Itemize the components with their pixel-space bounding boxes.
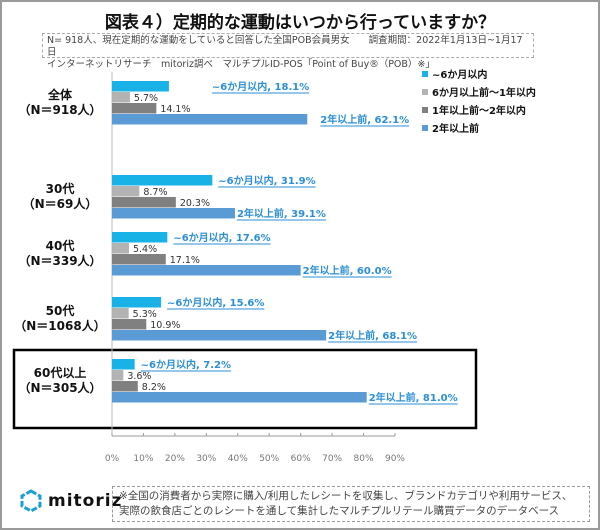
- data-label: ~6か月以内, 31.9%: [218, 174, 315, 187]
- data-label: 2年以上前, 39.1%: [237, 207, 326, 220]
- category-label: 60代以上: [34, 365, 87, 380]
- legend-label: 2年以上前: [432, 122, 479, 135]
- data-label: 17.1%: [170, 255, 200, 266]
- data-label: 5.4%: [133, 244, 157, 255]
- category-label: 50代: [46, 303, 75, 318]
- x-tick-label: 90%: [385, 454, 405, 464]
- category-label: 全体: [47, 87, 73, 102]
- x-tick-label: 0%: [105, 454, 120, 464]
- data-label: 5.7%: [134, 93, 158, 104]
- chart-title: 図表４）定期的な運動はいつから行っていますか？: [104, 13, 496, 33]
- data-label: 10.9%: [150, 320, 180, 331]
- bar-2: [112, 197, 176, 208]
- bar-3: [112, 114, 308, 125]
- data-label: 2年以上前, 60.0%: [303, 264, 392, 277]
- x-tick-label: 60%: [291, 454, 311, 464]
- data-label: 14.1%: [160, 104, 190, 115]
- category-label: 30代: [46, 181, 75, 196]
- logo-text: mitoriz: [48, 491, 123, 511]
- bar-1: [112, 243, 129, 254]
- category-label: 40代: [46, 238, 75, 253]
- survey-note-line2: インターネットリサーチ mitoriz調べ マルチプルID-POS「Point …: [47, 59, 435, 70]
- highlight-box: [12, 348, 478, 430]
- data-label: 2年以上前, 81.0%: [369, 391, 458, 404]
- bar-0: [112, 359, 135, 370]
- data-label: ~6か月以内, 18.1%: [212, 80, 309, 93]
- x-tick-label: 20%: [165, 454, 185, 464]
- data-label: ~6か月以内, 17.6%: [173, 231, 270, 244]
- x-tick-label: 30%: [196, 454, 216, 464]
- x-tick-label: 40%: [228, 454, 248, 464]
- data-label: 8.2%: [142, 382, 166, 393]
- category-label: （N＝1068人）: [14, 318, 105, 333]
- data-label: 20.3%: [180, 198, 210, 209]
- category-label: （N＝305人）: [18, 380, 101, 395]
- bar-1: [112, 308, 129, 319]
- x-tick-label: 50%: [259, 454, 279, 464]
- data-label: ~6か月以内, 7.2%: [141, 358, 231, 371]
- survey-note-line1: N= 918人、現在定期的な運動をしていると回答した全国POB会員男女 調査期間…: [47, 35, 523, 58]
- category-label: （N＝339人）: [18, 253, 101, 268]
- legend-swatch: [422, 71, 428, 77]
- bar-3: [112, 265, 301, 276]
- category-label: （N＝69人）: [23, 196, 98, 211]
- bar-3: [112, 330, 327, 341]
- bar-2: [112, 103, 157, 114]
- data-label: ~6か月以内, 15.6%: [167, 296, 264, 309]
- bar-2: [112, 254, 166, 265]
- x-tick-label: 70%: [322, 454, 342, 464]
- bar-1: [112, 92, 130, 103]
- survey-note: N= 918人、現在定期的な運動をしていると回答した全国POB会員男女 調査期間…: [42, 33, 534, 70]
- footnote-line1: ※全国の消費者から実際に購入/利用したレシートを収集し、ブランドカテゴリや利用サ…: [119, 490, 573, 502]
- data-label: 8.7%: [143, 187, 167, 198]
- bar-2: [112, 319, 147, 330]
- legend-swatch: [422, 107, 428, 113]
- bar-0: [112, 175, 213, 186]
- bar-chart: 0% 10% 20% 30% 40% 50% 60% 70% 80% 90% 全体（N＝918人） ~…: [12, 68, 536, 464]
- bar-0: [112, 232, 168, 243]
- data-label: 2年以上前, 62.1%: [320, 113, 409, 126]
- data-label: 3.6%: [127, 371, 151, 382]
- legend-label: 1年以上前～2年以内: [432, 104, 526, 117]
- bar-1: [112, 186, 140, 197]
- data-label: 2年以上前, 68.1%: [328, 329, 417, 342]
- legend-swatch: [422, 89, 428, 95]
- mitoriz-logo: mitoriz: [18, 488, 122, 514]
- legend-swatch: [422, 125, 428, 131]
- legend-label: 6か月以上前～1年以内: [432, 86, 536, 99]
- footnote: ※全国の消費者から実際に購入/利用したレシートを収集し、ブランドカテゴリや利用サ…: [112, 486, 590, 522]
- bar-3: [112, 392, 367, 403]
- legend-label: ~6か月以内: [432, 68, 487, 81]
- x-tick-label: 10%: [133, 454, 153, 464]
- data-label: 5.3%: [133, 309, 157, 320]
- bar-2: [112, 381, 138, 392]
- category-label: （N＝918人）: [18, 102, 101, 117]
- bar-0: [112, 81, 169, 92]
- bar-0: [112, 297, 162, 308]
- footnote-line2: 実際の飲食店ごとのレシートを通して集計したマルチプルリテール購買データのデータベ…: [119, 505, 560, 517]
- logo-hexagon-icon: [20, 489, 42, 513]
- bar-3: [112, 208, 235, 219]
- x-tick-label: 80%: [354, 454, 374, 464]
- bar-1: [112, 370, 124, 381]
